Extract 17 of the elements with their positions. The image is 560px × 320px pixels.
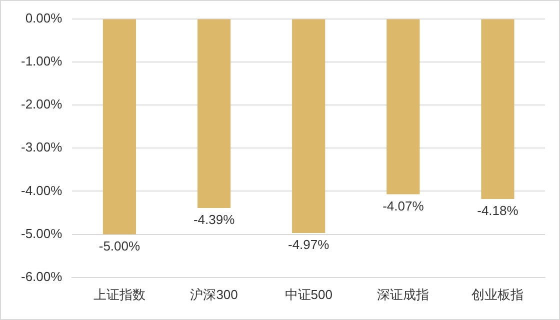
- x-tick-label: 中证500: [284, 286, 332, 302]
- y-tick-label: -2.00%: [20, 96, 63, 112]
- y-tick-label: -1.00%: [20, 53, 63, 68]
- x-tick-label: 沪深300: [190, 286, 238, 302]
- y-tick-label: -6.00%: [20, 268, 63, 284]
- data-label: -5.00%: [98, 238, 140, 254]
- data-label: -4.07%: [382, 198, 424, 214]
- y-tick-label: -4.00%: [20, 182, 63, 198]
- x-tick-label: 创业板指: [472, 286, 524, 302]
- data-label: -4.18%: [477, 203, 519, 218]
- y-tick-label: 0.00%: [25, 10, 63, 26]
- x-tick-label: 深证成指: [377, 286, 430, 302]
- y-tick-label: -3.00%: [20, 140, 63, 155]
- data-label: -4.39%: [193, 212, 236, 228]
- y-tick-label: -5.00%: [20, 226, 63, 241]
- x-tick-label: 上证指数: [93, 286, 146, 302]
- data-label: -4.97%: [288, 237, 330, 252]
